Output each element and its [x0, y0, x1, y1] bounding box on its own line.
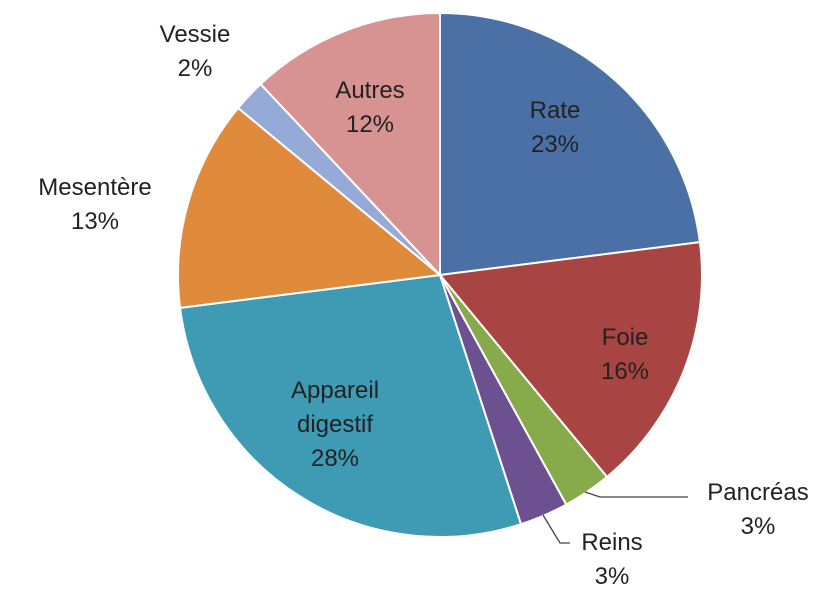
slice — [178, 273, 523, 538]
slice — [259, 11, 441, 278]
category-label: Vessie — [159, 21, 231, 48]
data-label: Mesentère 13% — [20, 171, 170, 239]
slice — [439, 11, 702, 277]
category-label: Reins — [581, 529, 643, 556]
value-label: 13% — [70, 208, 120, 235]
data-label: Reins 3% — [537, 526, 687, 594]
category-label: Foie — [601, 324, 649, 351]
data-label: Vessie 2% — [120, 18, 270, 86]
slice — [438, 241, 703, 479]
data-label: Appareil digestif 28% — [270, 374, 400, 476]
slice — [177, 106, 443, 309]
data-label: Autres 12% — [295, 74, 445, 142]
category-label: Mesentère — [38, 174, 152, 201]
category-label: Pancréas — [707, 479, 809, 506]
value-label: 16% — [600, 358, 650, 385]
data-label: Pancréas 3% — [683, 476, 831, 544]
value-label: 3% — [594, 563, 630, 590]
category-label: Rate — [529, 97, 581, 124]
leader-line — [584, 491, 688, 498]
leader-line — [542, 514, 570, 544]
value-label: 23% — [530, 131, 580, 158]
value-label: 2% — [177, 55, 213, 82]
data-label: Rate 23% — [480, 94, 630, 162]
value-label: 28% — [310, 445, 360, 472]
value-label: 12% — [345, 111, 395, 138]
category-label: Appareil digestif — [290, 377, 380, 438]
data-label: Foie 16% — [550, 321, 700, 389]
value-label: 3% — [740, 513, 776, 540]
category-label: Autres — [335, 77, 405, 104]
